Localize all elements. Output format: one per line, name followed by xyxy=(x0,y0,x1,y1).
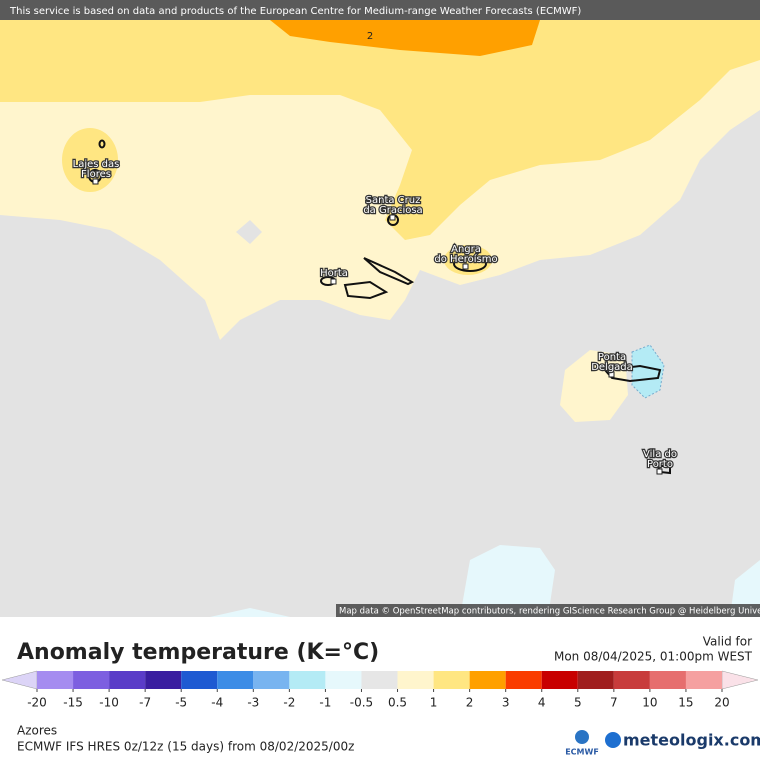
colorbar-swatch xyxy=(361,671,398,689)
colorbar-swatch xyxy=(253,671,290,689)
colorbar-swatch xyxy=(109,671,146,689)
colorbar-swatch xyxy=(469,671,506,689)
colorbar-tick-label: 20 xyxy=(714,696,729,710)
colorbar-tick-label: -4 xyxy=(211,696,223,710)
colorbar-swatch xyxy=(145,671,182,689)
colorbar-tick-label: 7 xyxy=(610,696,618,710)
colorbar-tick-label: 0.5 xyxy=(388,696,407,710)
place-marker xyxy=(608,371,615,378)
ecmwf-icon xyxy=(575,730,589,744)
island xyxy=(98,139,106,149)
colorbar-tick-label: 3 xyxy=(502,696,510,710)
colorbar-swatch xyxy=(325,671,362,689)
colorbar-swatch xyxy=(73,671,110,689)
valid-label: Valid for xyxy=(703,635,752,649)
colorbar-tick-label: 15 xyxy=(678,696,693,710)
colorbar-tick-label: -3 xyxy=(247,696,259,710)
place-marker xyxy=(92,178,99,185)
colorbar-tick-label: -10 xyxy=(99,696,119,710)
contour-label: 2 xyxy=(367,31,373,42)
colorbar-under xyxy=(1,670,38,690)
legend-title: Anomaly temperature (K=°C) xyxy=(17,640,379,665)
place-label: Flores xyxy=(81,169,111,180)
anomaly-area xyxy=(0,20,760,240)
colorbar-swatch xyxy=(217,671,254,689)
colorbar-swatch xyxy=(649,671,686,689)
island xyxy=(363,257,415,286)
colorbar-tick-label: -15 xyxy=(63,696,83,710)
colorbar-tick-label: -0.5 xyxy=(350,696,373,710)
colorbar-swatch xyxy=(505,671,542,689)
colorbar-swatch xyxy=(685,671,722,689)
place-label: Horta xyxy=(320,268,348,279)
place-marker xyxy=(656,468,663,475)
anomaly-area xyxy=(631,344,665,399)
place-marker xyxy=(462,263,469,270)
anomaly-area xyxy=(210,608,290,617)
place-label: da Graciosa xyxy=(363,205,422,216)
place-label: Santa Cruz xyxy=(366,195,421,206)
banner: This service is based on data and produc… xyxy=(9,6,581,17)
island xyxy=(453,256,487,272)
place-marker xyxy=(389,214,396,221)
place-label: Angra xyxy=(451,244,481,255)
place-label: Delgada xyxy=(591,362,633,373)
colorbar-swatch xyxy=(397,671,434,689)
colorbar-tick-label: -7 xyxy=(139,696,151,710)
anomaly-area xyxy=(236,220,262,244)
colorbar-tick-label: -2 xyxy=(283,696,295,710)
place-label: do Heroísmo xyxy=(434,253,497,265)
colorbar-tick-label: -20 xyxy=(27,696,47,710)
place-label: Vila do xyxy=(643,449,677,460)
ecmwf-logo: ECMWF xyxy=(565,748,599,757)
island xyxy=(343,280,389,300)
attribution-bar xyxy=(336,604,760,617)
attribution: Map data © OpenStreetMap contributors, r… xyxy=(339,607,760,617)
colorbar-swatch xyxy=(289,671,326,689)
colorbar-swatch xyxy=(37,671,74,689)
colorbar: -20 -15 -10 -7 -5 -4 -3 -2 -1 -0.5 0.5 1 2 3 4 5 7 10 15 20 xyxy=(1,670,759,710)
colorbar-swatch xyxy=(433,671,470,689)
colorbar-swatch xyxy=(613,671,650,689)
anomaly-area xyxy=(270,20,540,56)
island xyxy=(602,364,662,383)
model-info: ECMWF IFS HRES 0z/12z (15 days) from 08/… xyxy=(17,740,354,754)
anomaly-area xyxy=(460,545,555,617)
colorbar-tick-label: 10 xyxy=(642,696,657,710)
region: Azores xyxy=(17,724,57,738)
colorbar-swatch xyxy=(541,671,578,689)
valid-time: Mon 08/04/2025, 01:00pm WEST xyxy=(554,650,753,664)
place-marker xyxy=(330,278,337,285)
colorbar-swatch xyxy=(577,671,614,689)
colorbar-tick-label: 4 xyxy=(538,696,546,710)
colorbar-tick-label: -1 xyxy=(319,696,331,710)
colorbar-swatch xyxy=(181,671,218,689)
brand: meteologix.com xyxy=(623,731,760,750)
brand-icon xyxy=(605,732,621,748)
anomaly-area xyxy=(560,350,628,422)
place-label: Lajes das xyxy=(73,159,120,170)
banner-bar xyxy=(0,0,760,20)
colorbar-tick-label: 1 xyxy=(430,696,438,710)
colorbar-tick-label: 5 xyxy=(574,696,582,710)
colorbar-tick-label: -5 xyxy=(175,696,187,710)
place-label: Porto xyxy=(647,459,673,470)
place-label: Ponta xyxy=(598,352,626,363)
colorbar-over xyxy=(721,670,759,690)
anomaly-area xyxy=(730,560,760,617)
colorbar-tick-label: 2 xyxy=(466,696,474,710)
